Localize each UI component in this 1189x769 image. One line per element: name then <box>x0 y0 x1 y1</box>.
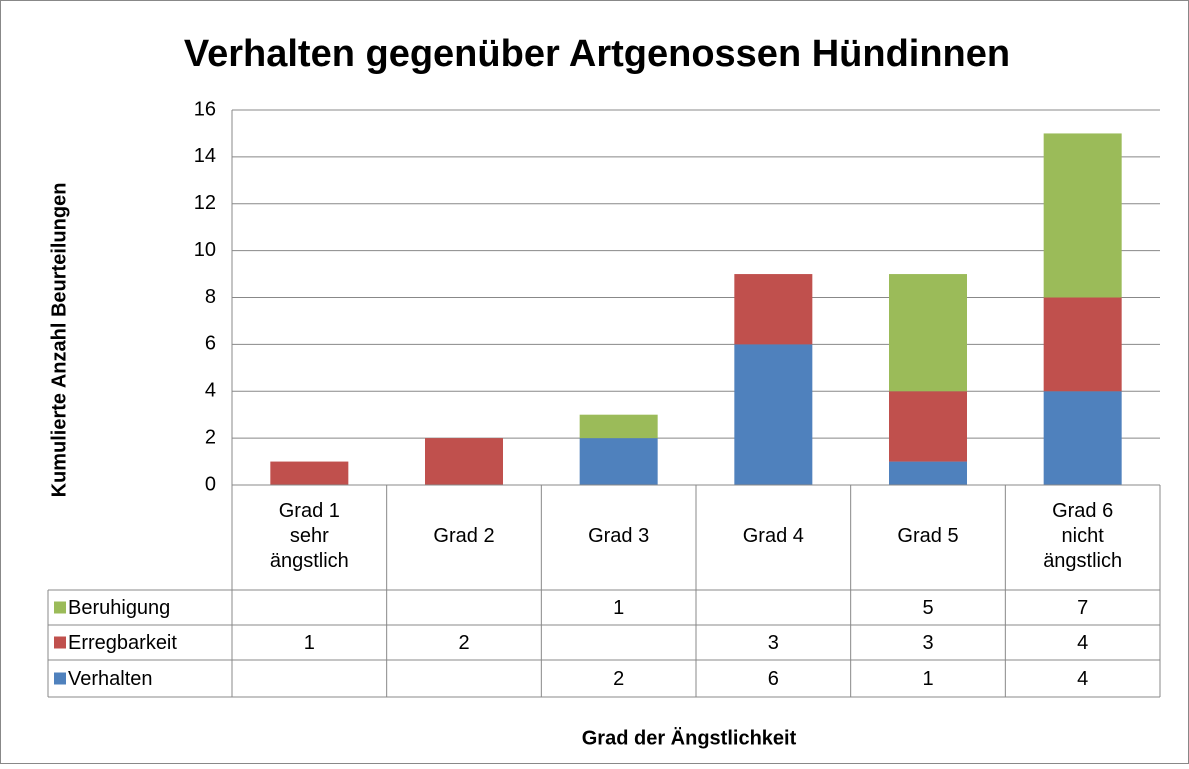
legend-swatch <box>54 672 66 685</box>
table-value: 7 <box>1077 597 1088 619</box>
y-tick-label: 12 <box>194 192 216 214</box>
legend-label: Erregbarkeit <box>68 632 177 654</box>
table-value: 3 <box>922 632 933 654</box>
y-tick-label: 14 <box>194 145 216 167</box>
table-value: 4 <box>1077 668 1088 690</box>
x-tick-label: Grad 5 <box>897 525 958 547</box>
bar-segment <box>889 461 967 485</box>
table-value: 3 <box>768 632 779 654</box>
legend-swatch <box>54 636 66 649</box>
table-value: 2 <box>613 668 624 690</box>
y-tick-label: 10 <box>194 239 216 261</box>
y-axis-label: Kumulierte Anzahl Beurteilungen <box>48 183 70 498</box>
bar-segment <box>734 344 813 485</box>
bar-segment <box>579 438 658 485</box>
y-tick-label: 2 <box>205 426 216 448</box>
bar-segment <box>579 414 658 439</box>
y-tick-label: 4 <box>205 380 216 402</box>
bar-segment <box>1043 297 1122 392</box>
legend-swatch <box>54 601 66 614</box>
bar-segment <box>889 391 967 462</box>
x-tick-label: Grad 3 <box>588 525 649 547</box>
chart-title: Verhalten gegenüber Artgenossen Hündinne… <box>184 33 1010 75</box>
legend-label: Verhalten <box>68 668 153 690</box>
x-tick-label: Grad 6 nicht ängstlich <box>1043 500 1122 572</box>
table-value: 2 <box>458 632 469 654</box>
bar-segment <box>734 274 813 345</box>
x-tick-label: Grad 4 <box>743 525 804 547</box>
y-tick-label: 8 <box>205 286 216 308</box>
table-value: 6 <box>768 668 779 690</box>
bar-segment <box>1043 391 1122 485</box>
y-tick-label: 6 <box>205 333 216 355</box>
table-value: 5 <box>922 597 933 619</box>
bar-segment <box>425 438 503 485</box>
bar-segment <box>1043 133 1122 298</box>
bar-segment <box>889 274 967 392</box>
bar-segment <box>270 461 349 485</box>
legend-label: Beruhigung <box>68 597 170 619</box>
y-tick-label: 0 <box>205 473 216 495</box>
table-value: 1 <box>304 632 315 654</box>
table-value: 1 <box>613 597 624 619</box>
table-value: 4 <box>1077 632 1088 654</box>
x-tick-label: Grad 2 <box>433 525 494 547</box>
x-axis-label: Grad der Ängstlichkeit <box>582 726 797 749</box>
table-value: 1 <box>922 668 933 690</box>
x-tick-label: Grad 1 sehr ängstlich <box>270 500 349 572</box>
y-tick-label: 16 <box>194 98 216 120</box>
